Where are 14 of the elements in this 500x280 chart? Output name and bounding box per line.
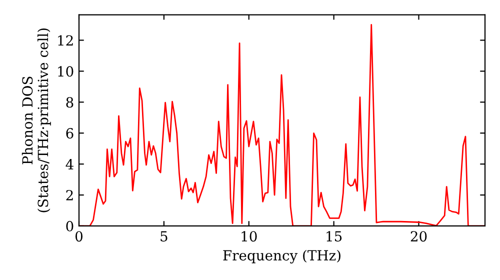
y-tick-label: 8: [66, 97, 74, 108]
y-tick-label: 12: [58, 35, 73, 46]
y-tick-label: 4: [66, 159, 74, 170]
x-tick-label: 15: [326, 231, 342, 242]
x-tick-label: 10: [242, 231, 257, 242]
y-tick-label: 0: [66, 220, 74, 232]
y-tick-label: 2: [66, 190, 73, 200]
x-axis-title: Frequency (THz): [223, 250, 340, 264]
y-axis-title: Phonon DOS (States/THz·primitive cell): [22, 28, 51, 212]
x-tick-label: 20: [410, 231, 427, 242]
y-tick-label: 6: [66, 128, 74, 139]
x-tick-label: 5: [160, 231, 168, 242]
x-tick-label: 0: [75, 231, 82, 242]
y-tick-label: 10: [58, 66, 74, 77]
